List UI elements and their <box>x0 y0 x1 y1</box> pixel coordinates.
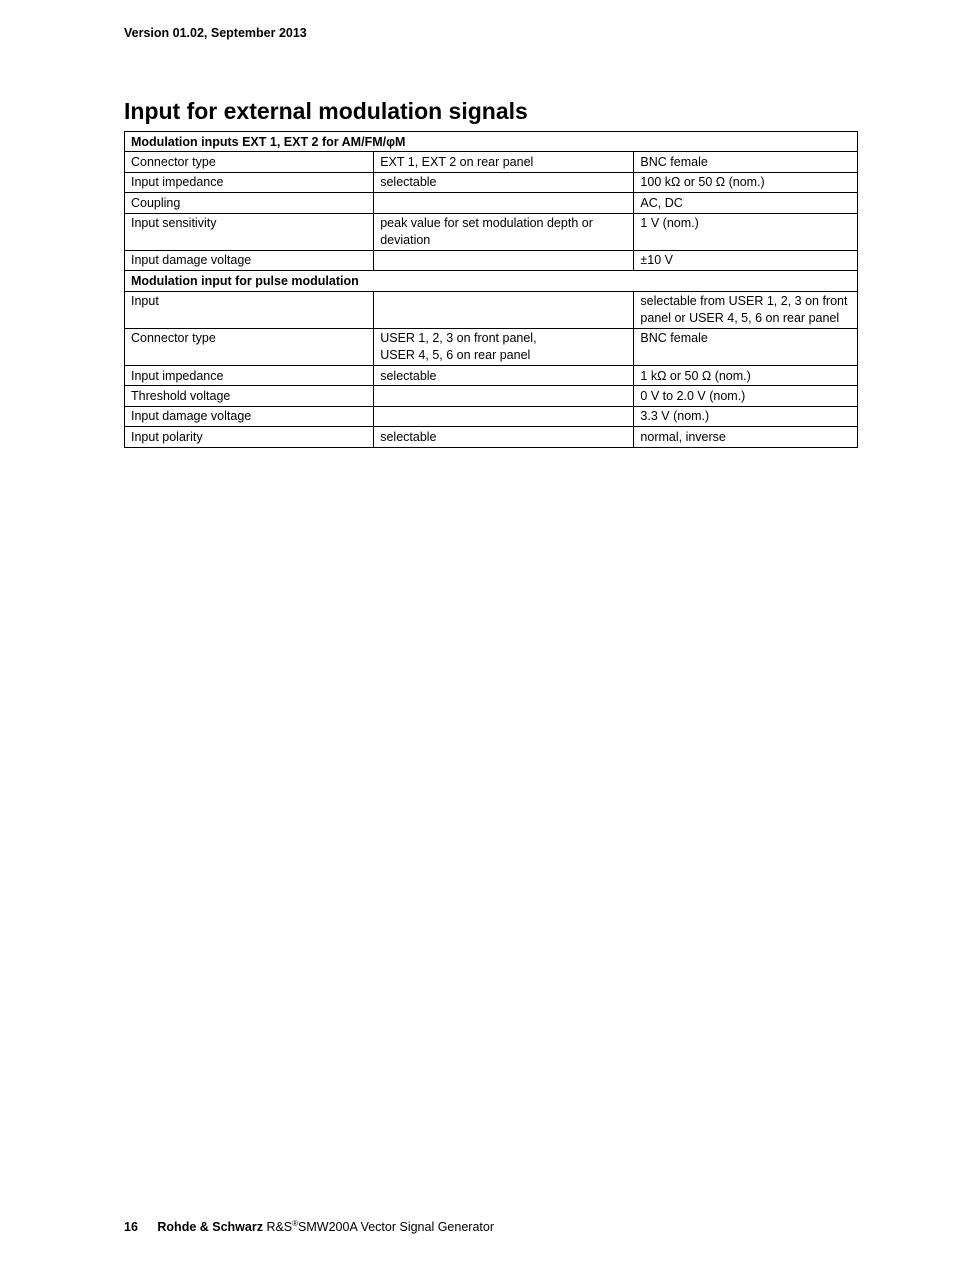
table-cell <box>374 291 634 328</box>
table-cell: BNC female <box>634 328 858 365</box>
table-cell <box>374 386 634 406</box>
table-cell: 100 kΩ or 50 Ω (nom.) <box>634 172 858 192</box>
table-cell: selectable <box>374 366 634 386</box>
table-cell: peak value for set modulation depth or d… <box>374 213 634 250</box>
table-cell: 1 kΩ or 50 Ω (nom.) <box>634 366 858 386</box>
page-footer: 16 Rohde & Schwarz R&S®SMW200A Vector Si… <box>124 1219 494 1234</box>
table-row: Modulation inputs EXT 1, EXT 2 for AM/FM… <box>125 132 858 152</box>
table-cell: selectable <box>374 427 634 447</box>
table-row: Input damage voltage ±10 V <box>125 250 858 270</box>
table-cell: Input damage voltage <box>125 406 374 426</box>
table-cell <box>374 250 634 270</box>
table-row: Input selectable from USER 1, 2, 3 on fro… <box>125 291 858 328</box>
table-header-cell: Modulation input for pulse modulation <box>125 271 858 291</box>
footer-rs: R&S®SMW200A Vector Signal Generator <box>266 1220 494 1234</box>
table-cell: 1 V (nom.) <box>634 213 858 250</box>
table-row: Threshold voltage 0 V to 2.0 V (nom.) <box>125 386 858 406</box>
table-row: Connector typeEXT 1, EXT 2 on rear panel… <box>125 152 858 172</box>
page-number: 16 <box>124 1220 138 1234</box>
table-row: Coupling AC, DC <box>125 193 858 213</box>
table-cell: normal, inverse <box>634 427 858 447</box>
table-cell <box>374 406 634 426</box>
table-cell: Connector type <box>125 328 374 365</box>
table-cell: 3.3 V (nom.) <box>634 406 858 426</box>
table-row: Input sensitivitypeak value for set modu… <box>125 213 858 250</box>
spec-table: Modulation inputs EXT 1, EXT 2 for AM/FM… <box>124 131 858 448</box>
table-row: Input damage voltage 3.3 V (nom.) <box>125 406 858 426</box>
table-cell: Coupling <box>125 193 374 213</box>
table-row: Input polarityselectablenormal, inverse <box>125 427 858 447</box>
table-row: Input impedanceselectable100 kΩ or 50 Ω … <box>125 172 858 192</box>
table-cell: Input damage voltage <box>125 250 374 270</box>
table-cell: AC, DC <box>634 193 858 213</box>
table-row: Connector typeUSER 1, 2, 3 on front pane… <box>125 328 858 365</box>
version-line: Version 01.02, September 2013 <box>124 26 858 40</box>
page: Version 01.02, September 2013 Input for … <box>0 0 954 1274</box>
table-cell: ±10 V <box>634 250 858 270</box>
table-row: Input impedanceselectable1 kΩ or 50 Ω (n… <box>125 366 858 386</box>
table-cell: Input polarity <box>125 427 374 447</box>
table-cell: Connector type <box>125 152 374 172</box>
table-cell <box>374 193 634 213</box>
table-cell: 0 V to 2.0 V (nom.) <box>634 386 858 406</box>
section-heading: Input for external modulation signals <box>124 98 858 125</box>
table-cell: Threshold voltage <box>125 386 374 406</box>
table-cell: BNC female <box>634 152 858 172</box>
table-cell: Input <box>125 291 374 328</box>
table-row: Modulation input for pulse modulation <box>125 271 858 291</box>
table-cell: USER 1, 2, 3 on front panel,USER 4, 5, 6… <box>374 328 634 365</box>
table-cell: EXT 1, EXT 2 on rear panel <box>374 152 634 172</box>
table-header-cell: Modulation inputs EXT 1, EXT 2 for AM/FM… <box>125 132 858 152</box>
table-cell: selectable from USER 1, 2, 3 on front pa… <box>634 291 858 328</box>
table-cell: selectable <box>374 172 634 192</box>
table-cell: Input impedance <box>125 172 374 192</box>
footer-brand: Rohde & Schwarz <box>157 1220 266 1234</box>
table-cell: Input sensitivity <box>125 213 374 250</box>
table-cell: Input impedance <box>125 366 374 386</box>
